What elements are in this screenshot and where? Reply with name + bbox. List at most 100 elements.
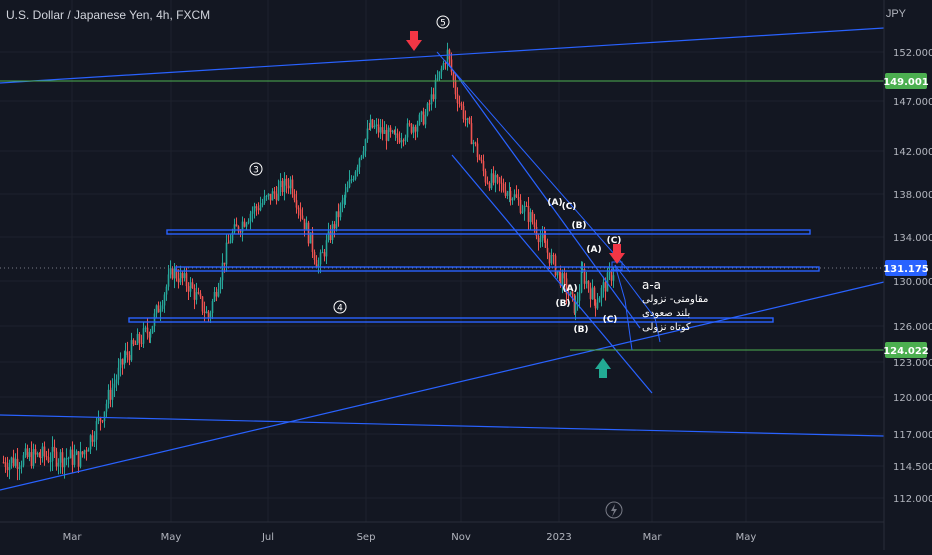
candle-body [506, 192, 509, 196]
candle-body [79, 451, 82, 467]
candle-body [612, 275, 615, 281]
candle-body [513, 194, 516, 199]
candle-body [569, 291, 572, 296]
candle-body [4, 462, 7, 468]
y-tick-label: 114.500 [893, 462, 932, 473]
x-tick-label: May [161, 532, 182, 543]
lower-support-trendline[interactable] [0, 281, 885, 491]
candle-body [142, 328, 145, 344]
candle-body [544, 240, 547, 248]
candle-body [289, 179, 292, 189]
down-arrow-top[interactable] [406, 31, 422, 51]
x-tick-label: 2023 [546, 532, 571, 543]
annotation-1: مقاومتی- نزولی [642, 294, 708, 305]
candle-body [594, 299, 597, 309]
channel-inner-line[interactable] [436, 51, 631, 273]
wave-label-11: (C) [603, 315, 618, 325]
up-arrow-target[interactable] [595, 358, 611, 378]
candle-body [488, 183, 491, 189]
candle-body [291, 179, 294, 195]
y-tick-label: 126.000 [893, 322, 932, 333]
zone-126[interactable] [128, 317, 774, 323]
candle-body [373, 125, 376, 128]
down-arrow-c[interactable] [609, 244, 625, 264]
channel-lower-line[interactable] [451, 154, 653, 394]
candle-body [494, 175, 497, 183]
x-tick-label: Mar [643, 532, 663, 543]
candle-body [283, 178, 286, 192]
upper-trendline[interactable] [0, 27, 885, 84]
channel-upper-line[interactable] [446, 61, 641, 329]
x-tick-label: Mar [63, 532, 83, 543]
candle-body [165, 286, 168, 295]
projection-path-2[interactable] [614, 264, 661, 343]
candle-body [297, 207, 300, 210]
candle-body [219, 280, 222, 290]
candle-body [22, 455, 25, 466]
candle-body [303, 218, 306, 230]
candle-body [344, 191, 347, 198]
candle-body [103, 411, 106, 422]
candle-body [327, 231, 330, 241]
candle-body [366, 128, 369, 140]
candle-body [12, 457, 15, 466]
y-tick-label: 142.000 [893, 147, 932, 158]
candle-body [169, 268, 172, 275]
candle-body [91, 435, 94, 442]
candle-body [400, 140, 403, 143]
candle-body [51, 446, 54, 462]
candle-body [69, 449, 72, 459]
candle-body [14, 458, 17, 466]
candle-body [556, 271, 559, 276]
candle-body [269, 193, 272, 201]
candle-body [364, 139, 367, 152]
candle-body [350, 179, 353, 181]
candle-body [535, 226, 538, 236]
candle-body [420, 111, 423, 115]
wave-label-4: (A) [547, 198, 562, 208]
candle-body [117, 367, 120, 380]
candle-body [391, 130, 394, 132]
price-badge[interactable] [885, 72, 927, 89]
candle-body [305, 222, 308, 230]
candle-body [315, 259, 318, 267]
y-tick-label: 123.000 [893, 358, 932, 369]
candle-body [396, 133, 399, 138]
candle-body [450, 59, 453, 72]
price-badge[interactable] [885, 260, 927, 276]
candle-body [245, 223, 248, 227]
symbol-title[interactable]: U.S. Dollar / Japanese Yen, 4h, FXCM [6, 8, 211, 22]
candle-body [331, 224, 334, 241]
candle-body [36, 453, 39, 455]
candle-body [121, 359, 124, 365]
candle-body [113, 383, 116, 388]
projection-path[interactable] [614, 264, 633, 351]
candle-body [458, 103, 461, 105]
candle-body [508, 191, 511, 193]
candle-body [496, 175, 499, 178]
candle-body [406, 123, 409, 138]
candle-body [148, 333, 151, 338]
candle-body [379, 127, 382, 133]
candle-body [205, 311, 208, 314]
long-trendline[interactable] [0, 414, 885, 437]
candle-body [83, 450, 86, 455]
candle-body [187, 286, 190, 292]
candle-body [343, 197, 346, 201]
zone-131[interactable] [175, 266, 820, 272]
candle-body [602, 282, 605, 288]
candle-body [209, 313, 212, 318]
wave-label-6: (B) [571, 221, 586, 231]
candle-body [583, 268, 586, 284]
lightning-icon[interactable] [605, 501, 623, 519]
candle-body [6, 467, 9, 471]
candle-body [490, 173, 493, 189]
zone-134[interactable] [166, 229, 811, 235]
y-tick-label: 130.000 [893, 277, 932, 288]
candle-body [30, 452, 33, 466]
price-badge[interactable] [885, 342, 927, 358]
candle-body [478, 157, 481, 160]
candle-body [598, 298, 601, 303]
